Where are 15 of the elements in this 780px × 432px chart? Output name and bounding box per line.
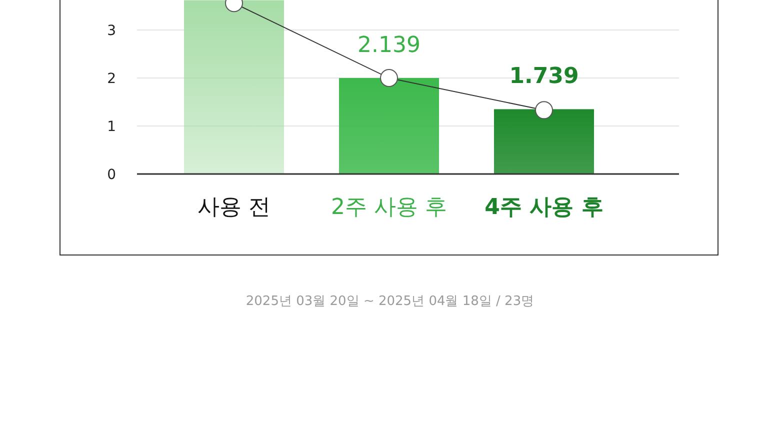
bar bbox=[494, 109, 594, 174]
y-tick-label: 1 bbox=[107, 119, 116, 135]
text: 2025년 03월 20일 ~ 2025년 04월 18일 / 23명 bbox=[246, 294, 534, 309]
point bbox=[380, 69, 398, 87]
x-tick-label: 4주 사용 후 bbox=[484, 195, 604, 220]
bar bbox=[184, 0, 284, 174]
x-tick-label: 2주 사용 후 bbox=[331, 195, 447, 220]
annotation: 1.739 bbox=[509, 64, 579, 89]
point bbox=[535, 101, 553, 120]
y-tick-label: 0 bbox=[107, 167, 116, 183]
annotation: 2.139 bbox=[358, 33, 420, 58]
x-tick-label: 사용 전 bbox=[198, 195, 270, 220]
y-tick-label: 3 bbox=[107, 23, 116, 39]
bar bbox=[339, 78, 439, 174]
y-tick-label: 2 bbox=[107, 71, 116, 87]
